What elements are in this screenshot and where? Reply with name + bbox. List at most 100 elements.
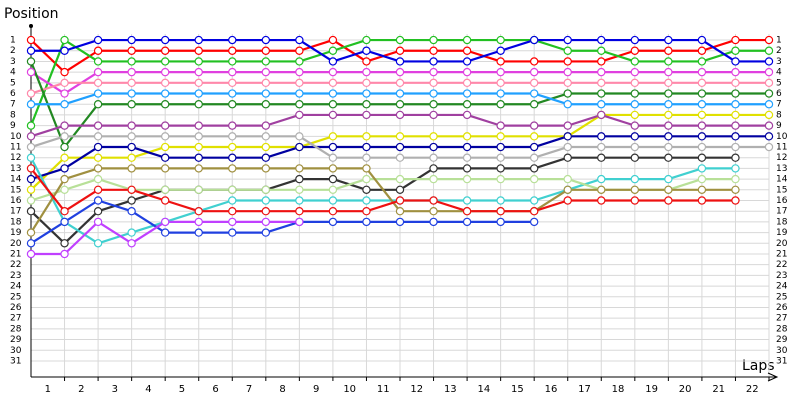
y-tick-label: 10 [10,132,22,142]
y-tick-label: 12 [10,153,21,163]
lap-marker [93,121,103,130]
y-tick-label-right: 25 [776,292,787,302]
lap-marker [630,196,640,205]
lap-marker [160,164,170,173]
lap-marker [295,78,304,88]
lap-marker [395,174,405,184]
lap-marker [462,110,472,120]
lap-marker [563,142,572,152]
lap-marker [328,78,338,88]
lap-marker [664,35,673,45]
lap-marker [697,153,707,162]
y-tick-label: 4 [10,68,16,78]
lap-marker [362,67,371,77]
lap-marker [496,121,505,130]
lap-marker [60,153,69,162]
lap-marker [496,206,505,216]
lap-marker [261,57,271,66]
lap-marker [228,35,237,45]
lap-marker [529,57,539,66]
lap-marker [127,121,136,130]
lap-marker [395,217,405,227]
lap-marker [295,174,304,184]
lap-marker [429,67,438,77]
x-tick-label: 7 [246,384,252,395]
lap-marker [630,57,640,66]
lap-marker [228,78,237,88]
y-tick-label: 15 [10,185,21,195]
lap-marker [731,196,740,205]
lap-marker [395,110,405,120]
y-tick-label-right: 4 [776,68,782,78]
lap-marker [529,35,539,45]
y-tick-label: 11 [10,143,21,153]
lap-marker [731,100,740,109]
lap-marker [26,35,36,45]
lap-marker [194,121,203,130]
lap-marker [295,132,304,141]
x-tick-label: 12 [410,384,423,395]
lap-marker [93,239,103,248]
lap-marker [731,46,740,55]
lap-marker [60,132,69,141]
lap-marker [228,57,237,66]
x-tick-label: 11 [377,384,390,395]
lap-marker [597,35,606,45]
lap-marker [93,185,103,195]
lap-marker [429,35,438,45]
lap-marker [261,228,271,237]
lap-marker [127,89,136,98]
lap-marker [462,89,472,98]
x-tick-label: 22 [746,384,759,395]
lap-marker [295,57,304,66]
lap-marker [261,142,271,152]
lap-marker [160,57,170,66]
lap-marker [429,100,438,109]
lap-marker [563,35,572,45]
lap-marker [664,57,673,66]
lap-marker [93,46,103,55]
y-tick-label: 9 [10,121,16,131]
lap-marker [160,132,170,141]
lap-marker [664,196,673,205]
lap-marker [26,100,36,109]
lap-marker [93,78,103,88]
lap-marker [328,132,338,141]
y-tick-label: 17 [10,207,21,217]
lap-marker [362,89,371,98]
x-tick-label: 2 [78,384,84,395]
lap-marker [328,206,338,216]
lap-marker [194,228,203,237]
y-tick-label: 28 [10,324,22,334]
y-tick-label-right: 18 [776,217,788,227]
lap-marker [630,35,640,45]
lap-marker [664,110,673,120]
lap-marker [395,206,405,216]
lap-marker [697,164,707,173]
lap-marker [26,164,36,173]
lap-marker [362,164,371,173]
lap-marker [328,100,338,109]
y-tick-label-right: 17 [776,207,787,217]
lap-marker [362,174,371,184]
lap-marker [731,57,740,66]
y-tick-label-right: 27 [776,314,787,324]
lap-marker [362,142,371,152]
lap-marker [328,67,338,77]
y-tick-label: 23 [10,271,21,281]
lap-marker [93,67,103,77]
lap-marker [429,142,438,152]
lap-marker [697,196,707,205]
lap-marker [664,174,673,184]
y-axis-arrow [29,24,33,28]
lap-marker [228,217,237,227]
lap-marker [60,142,69,152]
y-tick-label: 31 [10,356,21,366]
lap-marker [328,164,338,173]
lap-marker [529,196,539,205]
lap-marker [261,89,271,98]
y-tick-label: 16 [10,196,22,206]
lap-marker [462,153,472,162]
lap-marker [697,174,707,184]
